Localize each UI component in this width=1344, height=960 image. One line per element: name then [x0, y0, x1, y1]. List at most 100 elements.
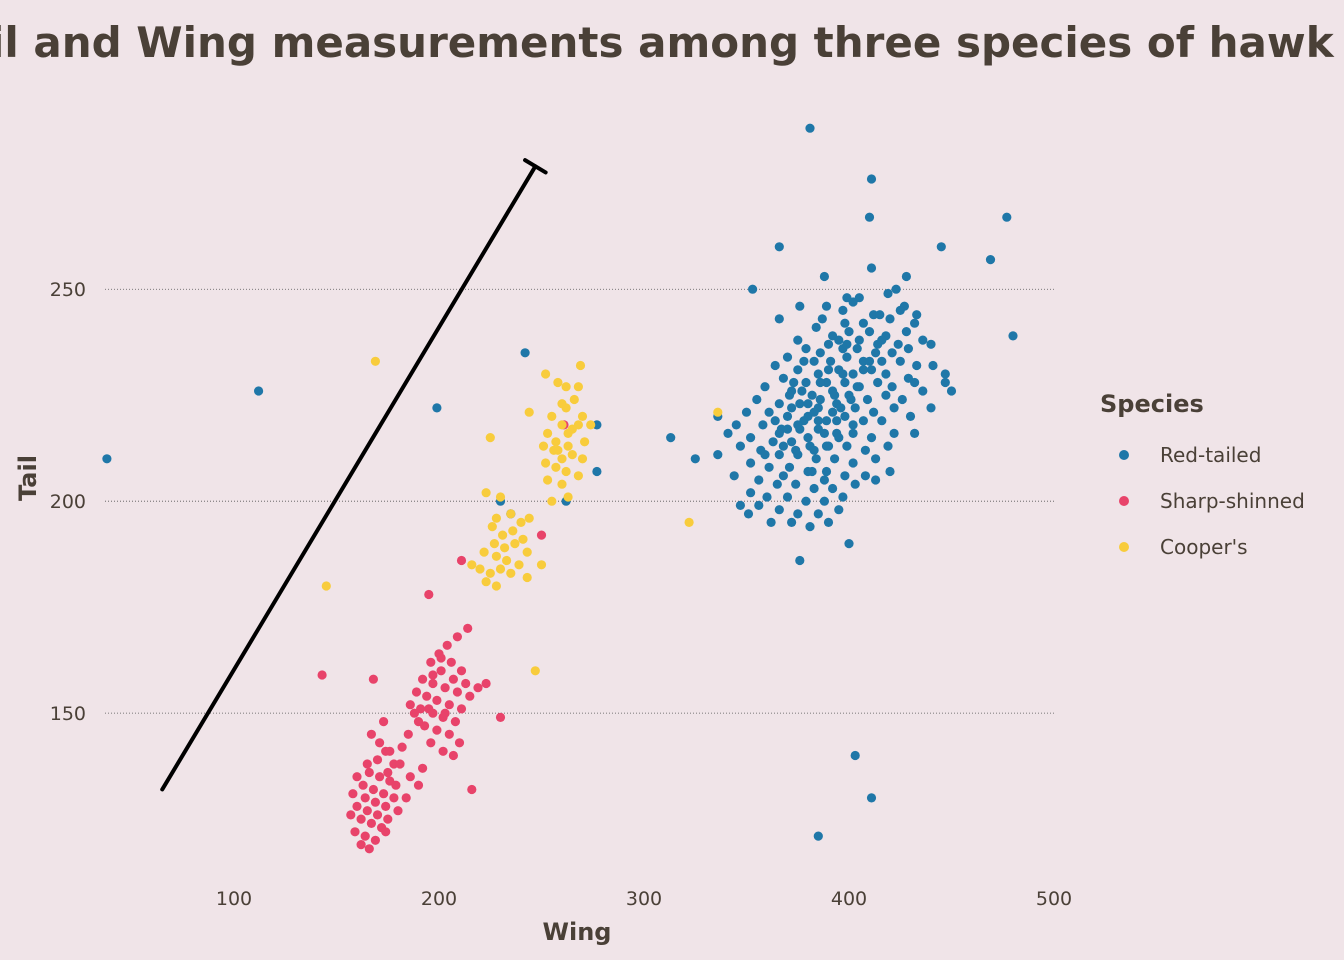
point-sharp-shinned [424, 704, 434, 714]
point-sharp-shinned [403, 729, 413, 739]
point-red-tailed [801, 377, 811, 388]
point-red-tailed [883, 288, 893, 299]
point-red-tailed [778, 471, 789, 481]
point-red-tailed [807, 390, 817, 400]
legend-label-red-tailed: Red-tailed [1160, 443, 1261, 467]
point-red-tailed [850, 479, 860, 489]
point-red-tailed [813, 509, 823, 519]
point-cooper-s [485, 568, 495, 578]
point-cooper-s [553, 445, 563, 455]
point-red-tailed [912, 310, 922, 320]
point-red-tailed [770, 360, 780, 371]
point-sharp-shinned [405, 772, 415, 782]
point-cooper-s [370, 356, 380, 366]
point-red-tailed [778, 441, 789, 451]
point-red-tailed [926, 339, 936, 349]
point-cooper-s [502, 555, 512, 566]
point-sharp-shinned [536, 530, 547, 540]
data-points [102, 123, 1018, 854]
x-tick-label: 200 [421, 888, 457, 910]
point-cooper-s [495, 564, 506, 574]
point-sharp-shinned [495, 712, 506, 723]
point-sharp-shinned [360, 793, 370, 803]
point-red-tailed [803, 399, 813, 409]
point-cooper-s [577, 454, 588, 464]
point-cooper-s [569, 394, 579, 405]
point-cooper-s [547, 411, 557, 421]
point-red-tailed [813, 831, 823, 841]
point-red-tailed [809, 356, 819, 366]
point-red-tailed [787, 517, 797, 528]
point-red-tailed [741, 407, 752, 417]
point-sharp-shinned [362, 759, 372, 769]
point-red-tailed [985, 255, 996, 265]
point-red-tailed [850, 750, 860, 761]
point-red-tailed [746, 488, 756, 498]
chart-title: Tail and Wing measurements among three s… [0, 18, 1335, 67]
point-red-tailed [795, 399, 805, 409]
point-red-tailed [848, 428, 858, 438]
point-cooper-s [489, 539, 499, 549]
point-sharp-shinned [454, 738, 465, 748]
x-axis-title: Wing [543, 918, 612, 946]
point-red-tailed [754, 500, 764, 510]
point-sharp-shinned [440, 708, 450, 718]
x-tick-label: 100 [216, 888, 252, 910]
point-red-tailed [871, 454, 881, 464]
point-red-tailed [842, 352, 852, 362]
point-red-tailed [893, 339, 903, 349]
point-sharp-shinned [418, 674, 428, 684]
point-red-tailed [889, 403, 899, 413]
point-red-tailed [844, 327, 854, 337]
point-sharp-shinned [362, 806, 372, 816]
point-red-tailed [840, 377, 850, 388]
point-sharp-shinned [446, 657, 456, 667]
point-red-tailed [819, 271, 830, 282]
point-cooper-s [530, 666, 540, 676]
point-cooper-s [481, 488, 491, 498]
point-cooper-s [491, 551, 501, 561]
point-red-tailed [752, 394, 762, 405]
point-red-tailed [823, 365, 834, 375]
point-red-tailed [864, 327, 875, 337]
point-red-tailed [782, 424, 793, 434]
point-sharp-shinned [465, 691, 475, 701]
point-red-tailed [821, 301, 832, 311]
point-sharp-shinned [346, 810, 356, 820]
point-sharp-shinned [364, 767, 374, 778]
point-sharp-shinned [440, 683, 450, 693]
point-red-tailed [784, 462, 795, 472]
point-red-tailed [871, 348, 881, 358]
point-cooper-s [563, 441, 573, 451]
point-cooper-s [485, 433, 495, 443]
point-sharp-shinned [409, 708, 419, 718]
point-cooper-s [551, 462, 561, 472]
point-red-tailed [895, 305, 905, 315]
point-sharp-shinned [379, 717, 389, 727]
point-sharp-shinned [356, 840, 366, 850]
point-sharp-shinned [364, 844, 374, 854]
point-cooper-s [543, 475, 553, 485]
point-red-tailed [764, 407, 774, 417]
point-sharp-shinned [413, 780, 424, 790]
point-red-tailed [936, 242, 946, 252]
point-sharp-shinned [444, 700, 454, 710]
point-sharp-shinned [381, 827, 391, 837]
point-red-tailed [592, 466, 602, 477]
point-red-tailed [903, 344, 914, 354]
point-red-tailed [520, 348, 530, 358]
point-red-tailed [746, 458, 756, 468]
point-red-tailed [774, 450, 784, 460]
point-red-tailed [830, 390, 840, 400]
point-red-tailed [791, 479, 801, 489]
point-sharp-shinned [397, 742, 407, 752]
point-sharp-shinned [352, 801, 362, 812]
point-red-tailed [821, 441, 832, 451]
point-red-tailed [918, 335, 928, 345]
point-red-tailed [846, 394, 856, 405]
point-red-tailed [844, 539, 854, 549]
point-red-tailed [772, 479, 782, 489]
grid-lines [105, 288, 1054, 714]
point-red-tailed [875, 310, 885, 320]
